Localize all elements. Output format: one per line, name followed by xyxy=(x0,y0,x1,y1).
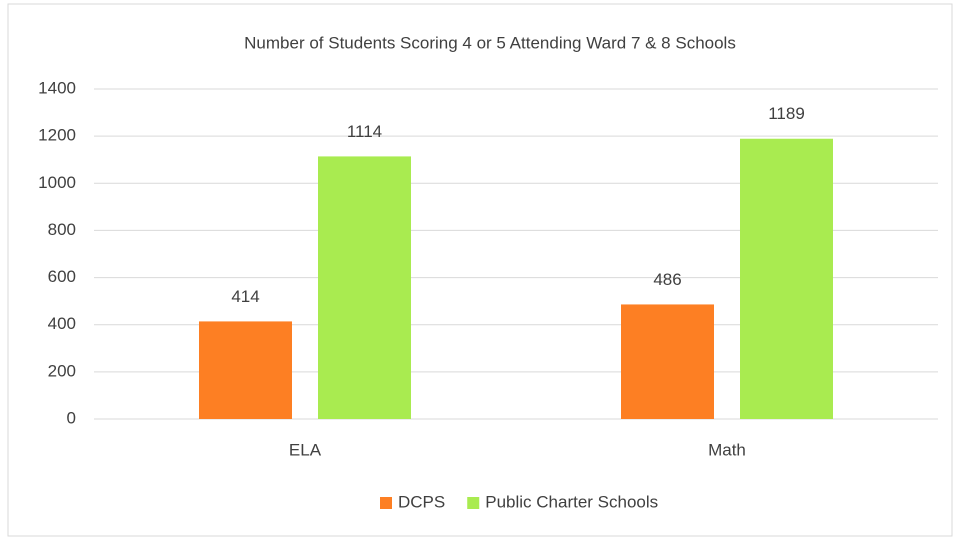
bar xyxy=(740,138,833,419)
data-label: 1189 xyxy=(768,104,805,123)
y-tick-label: 200 xyxy=(48,361,76,380)
data-label: 486 xyxy=(653,270,681,289)
data-label: 414 xyxy=(231,287,259,306)
y-tick-label: 800 xyxy=(48,220,76,239)
y-tick-label: 1000 xyxy=(38,173,76,192)
y-tick-label: 1400 xyxy=(38,78,76,97)
data-label: 1114 xyxy=(347,122,382,141)
legend-label: DCPS xyxy=(398,492,445,511)
legend-label: Public Charter Schools xyxy=(485,492,658,511)
legend-swatch xyxy=(467,497,480,509)
y-tick-label: 400 xyxy=(48,314,76,333)
bar xyxy=(318,156,411,419)
y-tick-label: 1200 xyxy=(38,126,76,145)
bar xyxy=(199,321,292,419)
legend-swatch xyxy=(380,497,392,509)
chart-title: Number of Students Scoring 4 or 5 Attend… xyxy=(244,33,736,52)
x-tick-label: Math xyxy=(708,440,746,459)
y-tick-label: 0 xyxy=(67,408,76,427)
x-tick-label: ELA xyxy=(289,440,322,459)
bar xyxy=(621,304,714,419)
y-tick-label: 600 xyxy=(48,267,76,286)
